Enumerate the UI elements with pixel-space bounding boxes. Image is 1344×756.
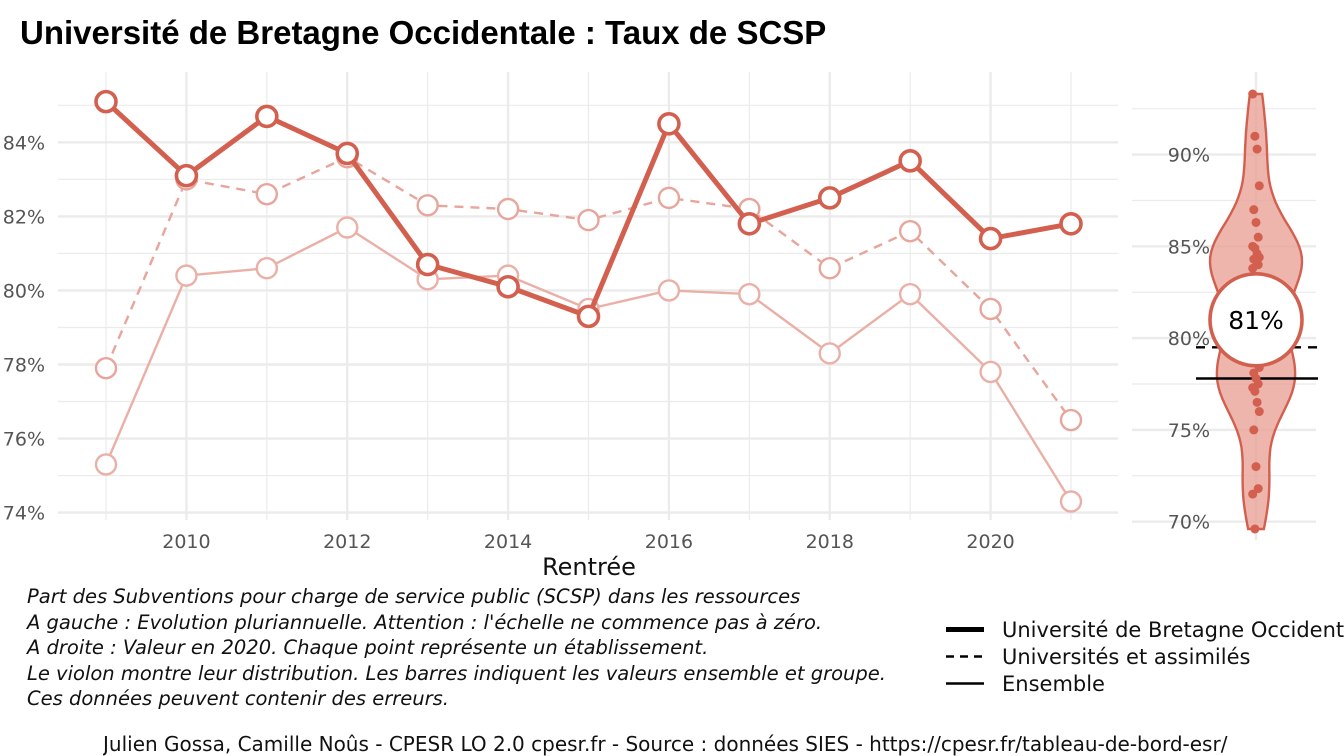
data-point [94, 89, 118, 114]
y-tick-label: 80% [1168, 328, 1210, 350]
data-point [1059, 490, 1083, 513]
caption-line: Part des Subventions pour charge de serv… [27, 585, 801, 608]
data-point [496, 274, 520, 299]
legend-label: Universités et assimilés [1002, 644, 1251, 669]
data-point [255, 182, 279, 206]
x-tick-label: 2016 [645, 531, 693, 553]
x-tick-label: 2012 [323, 531, 371, 553]
data-point [94, 453, 118, 476]
data-point [738, 282, 761, 306]
violin-y-ticks: 70% 75% 80% 85% 90% [1168, 145, 1210, 534]
legend-key-solid [946, 682, 984, 685]
violin-point [1253, 232, 1263, 242]
highlight-circle [1208, 271, 1304, 368]
legend-label: Université de Bretagne Occidentale [1002, 617, 1344, 642]
y-tick-label: 76% [3, 429, 45, 451]
y-tick-label: 74% [3, 503, 45, 525]
violin-point [1248, 89, 1258, 99]
data-point [416, 194, 439, 217]
data-point [1059, 212, 1083, 236]
legend-key-solid-bold [946, 627, 984, 632]
data-point [979, 360, 1002, 384]
main-grid [58, 72, 1118, 520]
data-point [336, 216, 359, 239]
data-point [657, 112, 681, 136]
data-point [979, 297, 1002, 321]
series-dashed [94, 145, 1083, 432]
y-tick-label: 84% [3, 132, 45, 154]
legend-item: Ensemble [946, 670, 1344, 697]
legend-item: Universités et assimilés [946, 643, 1344, 670]
x-tick-label: 2018 [806, 531, 854, 553]
violin-point [1248, 263, 1258, 273]
data-point [255, 104, 279, 129]
chart-caption: Part des Subventions pour charge de serv… [27, 584, 886, 712]
y-tick-label: 75% [1168, 420, 1210, 442]
main-x-ticks: 2010 2012 2014 2016 2018 2020 [162, 531, 1015, 553]
y-tick-label: 90% [1168, 145, 1210, 167]
caption-line: A droite : Valeur en 2020. Chaque point … [27, 636, 709, 659]
data-point [818, 342, 841, 365]
x-tick-label: 2010 [162, 531, 210, 553]
legend-label: Ensemble [1002, 671, 1105, 696]
data-point [898, 220, 922, 243]
data-point [175, 264, 198, 287]
legend: Université de Bretagne Occidentale Unive… [946, 616, 1344, 697]
data-point [978, 226, 1003, 251]
series-solid-bold [94, 89, 1083, 329]
y-tick-label: 82% [3, 206, 45, 228]
caption-line: Le violon montre leur distribution. Les … [27, 661, 886, 685]
caption-line: Ces données peuvent contenir des erreurs… [27, 687, 449, 710]
data-point [496, 197, 520, 221]
legend-item: Université de Bretagne Occidentale [946, 616, 1344, 643]
chart-canvas: 74%76%78%80%82%84% 2010 2012 2014 2016 2018 2… [3, 72, 1318, 580]
violin-point [1250, 524, 1260, 534]
data-point [657, 279, 681, 302]
y-tick-label: 70% [1168, 512, 1210, 534]
x-tick-label: 2020 [966, 531, 1014, 553]
violin-point [1254, 407, 1264, 417]
data-point [577, 208, 600, 232]
caption-line: A gauche : Evolution pluriannuelle. Atte… [27, 610, 823, 634]
data-point [1059, 408, 1083, 432]
data-point [737, 212, 762, 236]
data-point [335, 141, 360, 166]
violin-point [1250, 386, 1260, 396]
data-point [255, 257, 279, 280]
main-series [94, 89, 1083, 513]
data-point [657, 186, 681, 210]
violin-point [1250, 131, 1260, 141]
main-y-ticks: 74% 76% 78% 80% 82% 84% [3, 132, 45, 524]
y-tick-label: 80% [3, 280, 45, 302]
violin-point [1248, 489, 1258, 499]
data-point [576, 304, 601, 329]
y-tick-label: 85% [1168, 236, 1210, 258]
violin-point [1249, 205, 1259, 215]
violin-point [1254, 181, 1264, 191]
data-point [174, 163, 199, 188]
chart-title: Université de Bretagne Occidentale : Tau… [20, 14, 827, 51]
violin-point [1251, 217, 1261, 227]
highlight-label: 81% [1228, 306, 1284, 335]
legend-key-dashed [946, 655, 984, 658]
violin-point [1253, 484, 1263, 494]
source-footer: Julien Gossa, Camille Noûs - CPESR LO 2.… [103, 732, 1228, 756]
x-tick-label: 2014 [484, 531, 532, 553]
violin-point [1249, 425, 1259, 435]
data-point [898, 149, 922, 173]
data-point [817, 186, 842, 210]
violin-point [1252, 397, 1262, 407]
data-point [94, 356, 118, 380]
violin-plot: 81% [1196, 89, 1318, 534]
violin-point [1252, 144, 1262, 154]
data-point [415, 252, 440, 277]
violin-point [1251, 462, 1261, 472]
data-point [898, 282, 922, 306]
x-axis-label: Rentrée [542, 553, 636, 580]
y-tick-label: 78% [3, 354, 45, 376]
data-point [818, 257, 841, 280]
